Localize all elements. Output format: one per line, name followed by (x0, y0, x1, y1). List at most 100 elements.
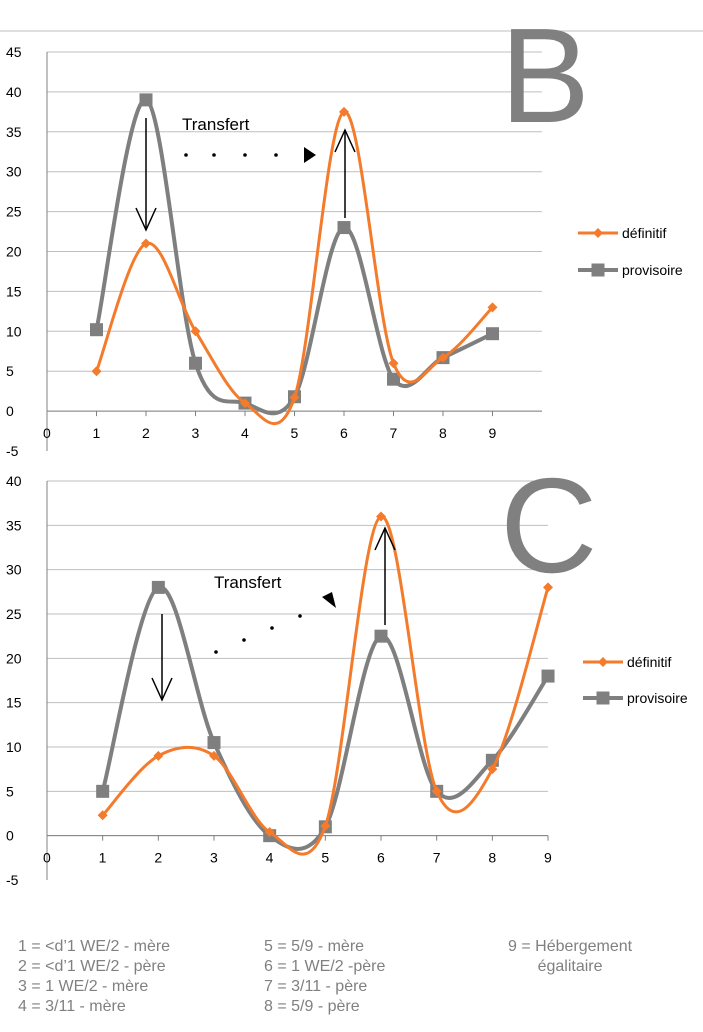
x-tick-label: 9 (544, 850, 552, 866)
legend-label: provisoire (622, 262, 683, 278)
x-tick-label: 0 (43, 425, 51, 441)
y-tick-label: 40 (6, 473, 22, 489)
x-tick-label: 5 (321, 850, 329, 866)
footnote-item: 7 = 3/11 - père (264, 978, 368, 995)
y-tick-label: 25 (6, 204, 22, 220)
footnote-item: 1 = <d’1 WE/2 - mère (18, 938, 171, 955)
x-tick-label: 9 (489, 425, 497, 441)
data-point (486, 327, 499, 341)
data-point (596, 691, 610, 705)
footnote-item: 8 = 5/9 - père (264, 998, 360, 1015)
data-point (541, 669, 555, 683)
arrow-head (135, 207, 157, 232)
panel-letter: B (500, 0, 590, 151)
data-point (207, 736, 221, 750)
data-point (189, 356, 202, 370)
x-tick-label: 6 (340, 425, 348, 441)
data-point (97, 810, 108, 821)
y-tick-label: 5 (6, 363, 14, 379)
data-point (598, 657, 608, 667)
data-point (141, 238, 151, 249)
y-tick-label: 30 (6, 562, 22, 578)
legend-label: définitif (627, 654, 671, 670)
y-tick-label: 15 (6, 283, 22, 299)
y-tick-label: 45 (6, 44, 22, 60)
data-point (387, 372, 400, 386)
footnote-col-3: 9 = Hébergement égalitaire (508, 937, 632, 977)
data-point (339, 106, 349, 117)
panel-letter: C (500, 450, 598, 601)
legend-label: provisoire (627, 690, 688, 706)
legend-label: définitif (622, 225, 666, 241)
y-tick-label: -5 (6, 443, 19, 459)
transfert-dot (214, 650, 218, 654)
x-tick-label: 2 (154, 850, 162, 866)
data-point (374, 629, 388, 643)
footnote-col-2: 5 = 5/9 - mère 6 = 1 WE/2 -père 7 = 3/11… (264, 937, 385, 1017)
x-tick-label: 1 (99, 850, 107, 866)
x-tick-label: 1 (93, 425, 101, 441)
transfert-dot (298, 614, 302, 618)
x-tick-label: 3 (210, 850, 218, 866)
x-tick-label: 2 (142, 425, 150, 441)
series-line-definitif (95, 110, 494, 425)
transfert-label: Transfert (182, 115, 250, 134)
data-point (153, 750, 164, 761)
footnote-item: 2 = <d’1 WE/2 - père (18, 958, 166, 975)
footnote-item: 6 = 1 WE/2 -père (264, 958, 386, 975)
data-point (591, 263, 605, 277)
data-point (487, 764, 498, 775)
y-tick-label: 5 (6, 783, 14, 799)
arrow-head (151, 677, 173, 702)
data-point (388, 358, 399, 369)
x-tick-label: 4 (266, 850, 274, 866)
footnote-item: égalitaire (537, 958, 603, 975)
x-tick-label: 3 (192, 425, 200, 441)
data-point (139, 93, 153, 107)
footnote-item: 5 = 5/9 - mère (264, 938, 365, 955)
x-tick-label: 7 (433, 850, 441, 866)
footnote-col-1: 1 = <d’1 WE/2 - mère 2 = <d’1 WE/2 - pèr… (18, 937, 170, 1017)
transfert-arrowhead (322, 592, 336, 608)
x-tick-label: 8 (488, 850, 496, 866)
x-tick-label: 4 (241, 425, 249, 441)
data-point (264, 827, 275, 838)
y-tick-label: -5 (6, 872, 19, 888)
data-point (593, 228, 603, 238)
y-tick-label: 40 (6, 84, 22, 100)
y-tick-label: 0 (6, 828, 14, 844)
x-tick-label: 8 (439, 425, 447, 441)
y-tick-label: 10 (6, 323, 22, 339)
y-tick-label: 0 (6, 403, 14, 419)
data-point (376, 511, 387, 522)
transfert-dot (212, 153, 216, 157)
footnote-item: 3 = 1 WE/2 - mère (18, 978, 149, 995)
transfert-dot (184, 153, 188, 157)
transfert-dot (243, 153, 247, 157)
chart-c: -5 0 5 10 15 20 25 30 35 40 0 1 2 3 4 5 6 7 8 9 C Transfert dé… (6, 450, 688, 888)
footnote-item: 4 = 3/11 - mère (18, 998, 126, 1015)
data-point (320, 820, 331, 831)
transfert-label: Transfert (214, 573, 282, 592)
data-point (431, 786, 442, 797)
arrow-head (374, 526, 396, 551)
y-tick-label: 20 (6, 650, 22, 666)
data-point (543, 582, 554, 593)
data-point (151, 580, 165, 594)
y-tick-label: 15 (6, 695, 22, 711)
transfert-dot (242, 638, 246, 642)
y-tick-label: 25 (6, 606, 22, 622)
series-line-definitif (101, 514, 550, 856)
x-tick-label: 0 (43, 850, 51, 866)
y-tick-label: 35 (6, 517, 22, 533)
data-point (289, 392, 300, 403)
data-point (487, 302, 498, 313)
data-point (91, 366, 102, 377)
y-tick-label: 35 (6, 124, 22, 140)
data-point (438, 352, 448, 363)
data-point (209, 750, 220, 761)
transfert-dot (270, 626, 274, 630)
y-tick-label: 20 (6, 244, 22, 260)
